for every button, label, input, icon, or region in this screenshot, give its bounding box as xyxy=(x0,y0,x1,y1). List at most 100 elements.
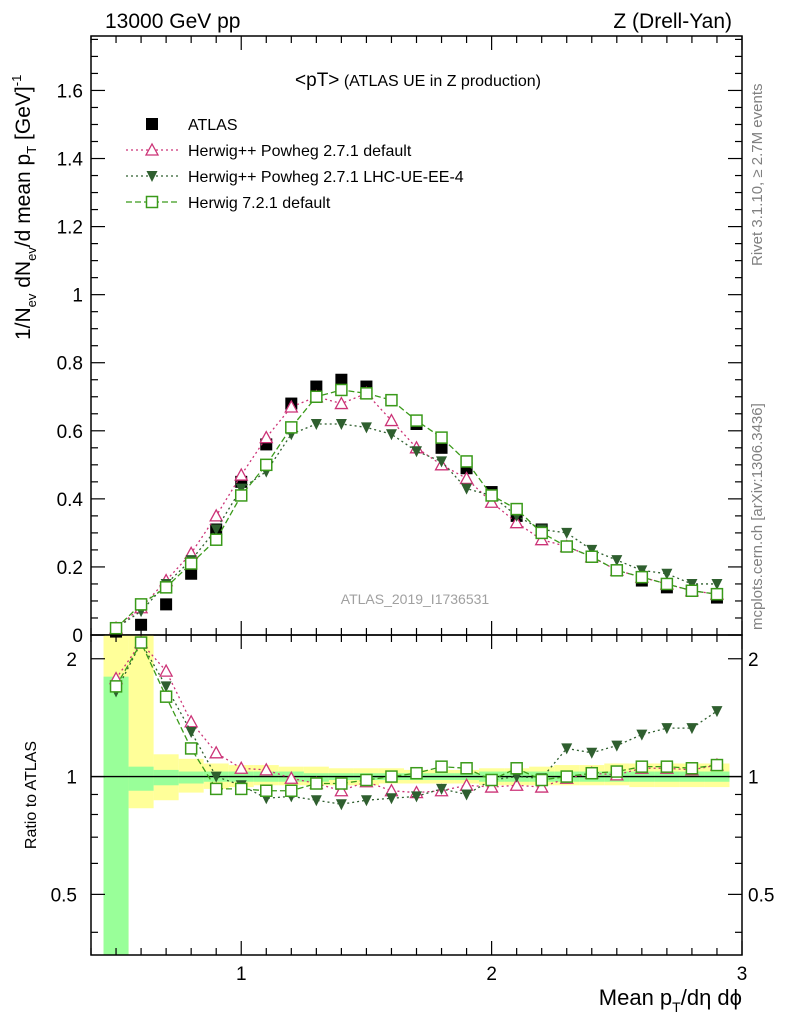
data-point xyxy=(285,421,298,434)
legend-entry: ATLAS xyxy=(146,117,238,134)
ratio-y-tick-label: 1 xyxy=(66,768,77,789)
ratio-y-tick-label: 0.5 xyxy=(51,885,77,906)
data-point xyxy=(686,578,698,590)
data-point xyxy=(310,390,323,404)
legend-entry: Herwig 7.2.1 default xyxy=(126,195,331,212)
data-point xyxy=(159,581,173,594)
data-point xyxy=(360,387,373,400)
ratio-point xyxy=(661,723,673,735)
data-point xyxy=(284,399,299,413)
chart-title: <pT> (ATLAS UE in Z production) xyxy=(295,70,541,91)
legend-entry: Herwig++ Powheg 2.7.1 LHC-UE-EE-4 xyxy=(126,169,464,186)
data-point xyxy=(461,483,473,495)
legend-marker xyxy=(146,118,158,130)
data-point xyxy=(435,431,448,444)
data-point xyxy=(335,418,347,430)
data-point xyxy=(585,550,599,563)
header-left: 13000 GeV pp xyxy=(105,10,240,33)
ratio-point xyxy=(209,745,224,759)
mcplots-label: mcplots.cern.ch [arXiv:1306.3436] xyxy=(749,403,766,630)
data-point xyxy=(611,555,623,567)
ratio-point xyxy=(109,680,123,693)
data-point xyxy=(260,458,273,472)
ratio-series-herwig-powheg-2-7-1-lhc-ue-ee-4 xyxy=(110,637,723,811)
x-tick-label: 2 xyxy=(486,964,497,985)
ratio-point xyxy=(685,762,699,775)
ratio-point xyxy=(259,762,274,776)
ratio-point xyxy=(686,723,698,735)
legend-marker xyxy=(144,142,160,156)
legend-label: ATLAS xyxy=(188,117,238,134)
data-point xyxy=(135,618,148,631)
data-point xyxy=(209,533,223,546)
ratio-band-green xyxy=(178,771,204,784)
ratio-point xyxy=(484,779,499,793)
header-right: Z (Drell-Yan) xyxy=(613,10,732,33)
data-point xyxy=(435,441,448,454)
data-point xyxy=(234,467,249,481)
ratio-band-green xyxy=(103,676,129,955)
rivet-label: Rivet 3.1.10, ≥ 2.7M events xyxy=(749,84,766,267)
data-point xyxy=(685,584,699,598)
ratio-point xyxy=(284,770,299,784)
ratio-y-tick-label-right: 0.5 xyxy=(748,885,774,906)
chart-title-sub: (ATLAS UE in Z production) xyxy=(339,73,541,90)
ratio-point xyxy=(159,690,173,703)
ratio-point xyxy=(310,777,323,790)
ratio-point xyxy=(435,760,448,773)
data-point xyxy=(334,396,349,410)
data-point xyxy=(636,565,648,577)
y-axis-label-ratio: Ratio to ATLAS xyxy=(23,741,40,849)
ratio-point xyxy=(385,770,398,783)
ratio-point xyxy=(234,782,248,796)
data-point xyxy=(460,455,473,468)
data-point xyxy=(509,515,524,529)
legend-marker xyxy=(145,195,159,209)
data-point xyxy=(310,418,322,430)
data-point xyxy=(510,502,523,516)
ratio-point xyxy=(509,777,524,791)
legend-marker xyxy=(146,171,158,182)
ratio-point xyxy=(410,766,423,780)
y-axis-label-main-text: 1/Nev dNev/d mean pT [GeV]-1 xyxy=(9,75,39,340)
data-point xyxy=(385,393,398,407)
ratio-point xyxy=(611,740,623,752)
data-point xyxy=(259,430,274,444)
legend-label: Herwig++ Powheg 2.7.1 default xyxy=(188,143,412,160)
data-point xyxy=(310,380,323,393)
data-point xyxy=(184,557,198,570)
legend-label: Herwig++ Powheg 2.7.1 LHC-UE-EE-4 xyxy=(188,169,464,186)
ratio-point xyxy=(461,789,473,801)
data-point xyxy=(209,508,224,522)
ratio-point xyxy=(534,779,549,793)
ratio-point xyxy=(260,784,273,797)
ratio-point xyxy=(385,793,397,805)
ratio-point xyxy=(510,762,523,775)
y-tick-label: 1.6 xyxy=(57,81,83,102)
ratio-point xyxy=(159,663,174,677)
ratio-point xyxy=(561,743,573,755)
data-point xyxy=(335,383,348,397)
y-tick-label: 0.6 xyxy=(57,422,83,443)
data-point xyxy=(586,544,598,556)
data-point xyxy=(484,494,499,508)
ratio-y-tick-label-right: 1 xyxy=(748,768,759,789)
data-point xyxy=(610,564,624,577)
ratio-point xyxy=(635,760,649,773)
ratio-point xyxy=(411,791,422,803)
x-axis-label-text: Mean pT/dη dϕ xyxy=(599,985,742,1015)
data-point xyxy=(234,489,248,502)
ratio-point xyxy=(285,784,298,797)
data-point xyxy=(459,471,474,485)
data-point xyxy=(534,532,549,546)
ratio-point xyxy=(636,729,648,741)
ratio-point xyxy=(485,773,498,787)
y-tick-label: 1.2 xyxy=(57,218,83,239)
ratio-point xyxy=(210,771,222,783)
data-point xyxy=(436,456,448,468)
y-tick-label: 0.2 xyxy=(57,558,83,579)
data-point xyxy=(160,598,173,611)
y-tick-label: 0.8 xyxy=(57,354,83,375)
ratio-point xyxy=(535,773,548,787)
